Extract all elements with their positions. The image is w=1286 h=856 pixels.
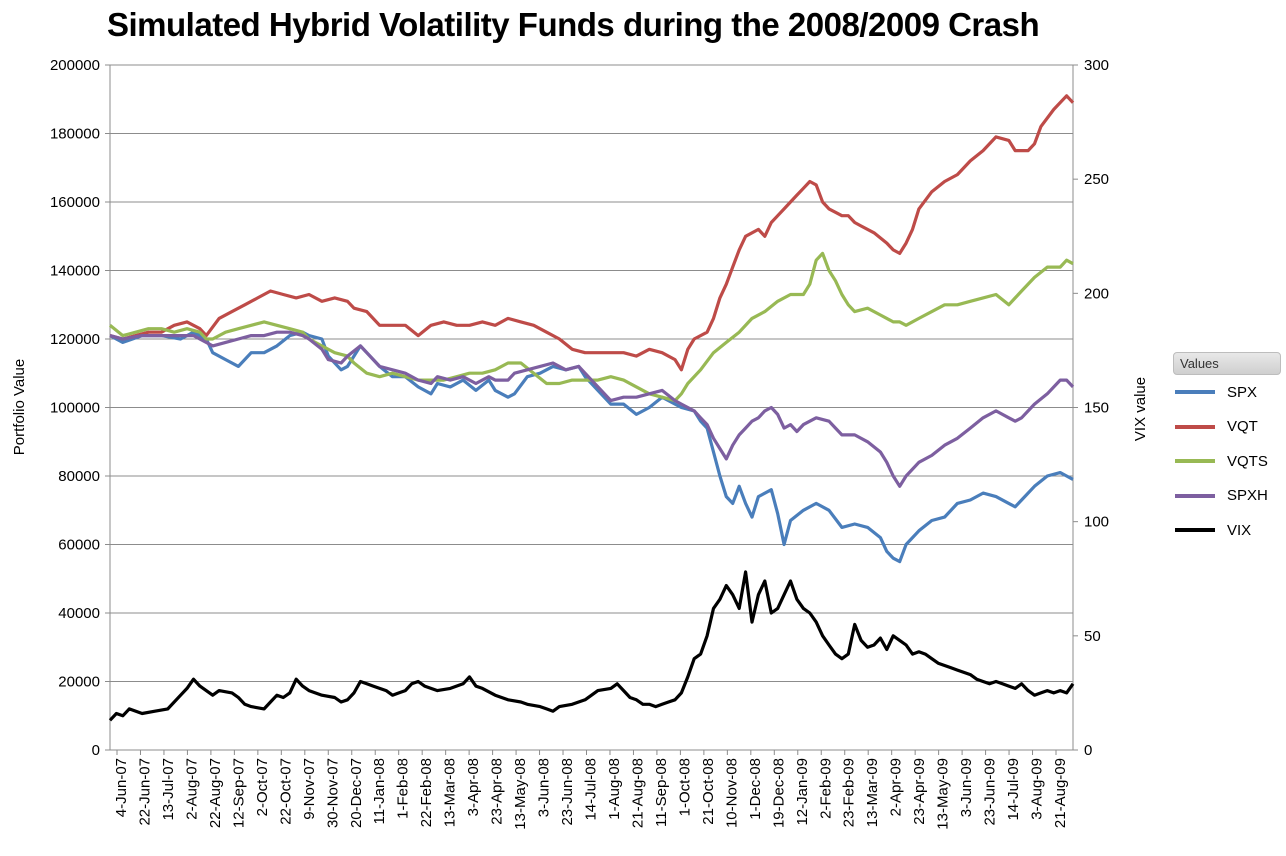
legend-label: VQT [1227,418,1258,436]
chart-title: Simulated Hybrid Volatility Funds during… [107,6,1040,43]
legend-item: VQTS [1173,444,1281,479]
x-tick-label: 22-Jun-07 [136,758,153,826]
x-tick-label: 23-Jun-08 [559,758,576,826]
x-tick-label: 13-May-08 [512,758,529,830]
x-tick-label: 30-Nov-07 [324,758,341,828]
x-tick-label: 3-Jun-08 [536,758,553,817]
y-tick-label: 0 [92,742,100,759]
series-line-spxh [109,330,1075,488]
x-tick-label: 21-Oct-08 [700,758,717,825]
x-tick-label: 22-Oct-07 [277,758,294,825]
x-tick-label: 1-Dec-08 [747,758,764,820]
legend: Values SPX VQT VQTS SPXH VIX [1173,352,1281,548]
x-tick-label: 23-Apr-09 [911,758,928,825]
y2-tick-label: 50 [1084,628,1101,645]
legend-item: VIX [1173,513,1281,548]
y2-tick-label: 250 [1084,171,1109,188]
legend-swatch [1175,528,1215,533]
series-line-vix [108,570,1075,722]
x-tick-label: 12-Jan-09 [794,758,811,826]
y2-tick-label: 150 [1084,400,1109,417]
x-tick-label: 23-Jun-09 [982,758,999,826]
x-tick-label: 20-Dec-07 [348,758,365,828]
x-tick-label: 3-Jun-09 [958,758,975,817]
x-tick-label: 23-Feb-09 [841,758,858,827]
x-tick-label: 14-Jul-08 [583,758,600,821]
y2-tick-label: 0 [1084,742,1092,759]
series-line-spx [109,330,1074,564]
x-tick-label: 19-Dec-08 [770,758,787,828]
legend-swatch [1175,459,1215,464]
x-tick-label: 2-Apr-09 [888,758,905,816]
y-tick-label: 20000 [58,674,100,691]
legend-label: SPXH [1227,487,1268,505]
legend-label: VQTS [1227,452,1268,470]
x-tick-label: 10-Nov-08 [723,758,740,828]
x-tick-label: 3-Apr-08 [465,758,482,816]
legend-swatch [1175,493,1215,498]
x-tick-label: 11-Jan-08 [371,758,388,824]
legend-title: Values [1173,352,1281,375]
series-line-vqts [108,251,1074,403]
series-line-vqt [109,94,1075,372]
y-tick-label: 100000 [50,400,100,417]
x-tick-label: 13-May-09 [935,758,952,830]
x-tick-label: 13-Jul-07 [160,758,177,821]
legend-swatch [1175,390,1215,395]
x-tick-label: 14-Jul-09 [1005,758,1022,821]
x-tick-label: 1-Feb-08 [395,758,412,819]
legend-label: VIX [1227,521,1252,539]
y-tick-label: 60000 [58,537,100,554]
legend-item: SPX [1173,375,1281,410]
x-tick-label: 1-Oct-08 [676,758,693,816]
legend-item: SPXH [1173,479,1281,514]
x-tick-label: 23-Apr-08 [489,758,506,825]
x-tick-label: 11-Sep-08 [653,758,670,827]
y-tick-label: 160000 [50,194,100,211]
legend-items: SPX VQT VQTS SPXH VIX [1173,375,1281,548]
x-tick-label: 22-Aug-07 [207,758,224,828]
x-tick-label: 3-Aug-09 [1029,758,1046,820]
x-tick-label: 22-Feb-08 [418,758,435,827]
y-tick-label: 120000 [50,331,100,348]
y-tick-label: 180000 [50,126,100,143]
x-tick-label: 21-Aug-08 [629,758,646,828]
y2-tick-label: 300 [1084,57,1109,74]
y-tick-label: 40000 [58,605,100,622]
y2-tick-label: 200 [1084,285,1109,302]
x-tick-label: 2-Oct-07 [254,758,271,816]
x-tick-label: 13-Mar-09 [864,758,881,827]
x-tick-label: 12-Sep-07 [230,758,247,828]
x-tick-label: 2-Feb-09 [817,758,834,819]
y-tick-label: 80000 [58,468,100,485]
x-tick-label: 9-Nov-07 [301,758,318,820]
y2-axis-title: VIX value [1132,377,1149,441]
x-tick-label: 21-Aug-09 [1052,758,1069,828]
legend-swatch [1175,424,1215,429]
y-tick-label: 140000 [50,263,100,280]
x-tick-label: 2-Aug-07 [183,758,200,820]
x-tick-label: 13-Mar-08 [442,758,459,827]
y2-tick-label: 100 [1084,514,1109,531]
y-axis-title: Portfolio Value [11,359,28,455]
x-tick-label: 1-Aug-08 [606,758,623,820]
x-tick-label: 4-Jun-07 [113,758,130,817]
legend-label: SPX [1227,383,1258,401]
y-tick-label: 200000 [50,57,100,74]
legend-item: VQT [1173,410,1281,445]
